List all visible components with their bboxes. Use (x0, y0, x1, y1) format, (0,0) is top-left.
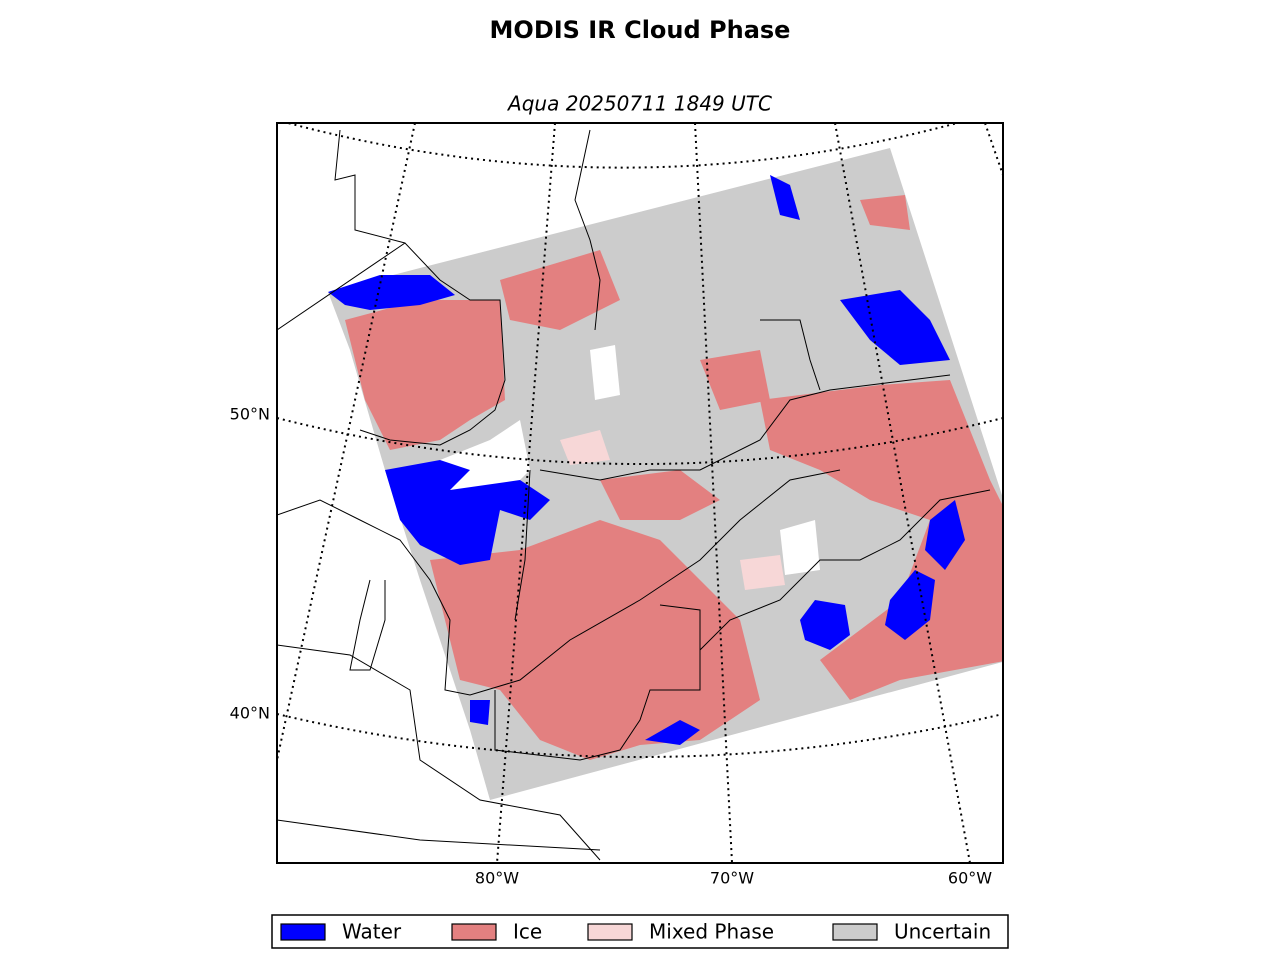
lon-label: 70°W (710, 869, 754, 888)
legend-label: Mixed Phase (649, 920, 774, 944)
ice-regions (345, 195, 1003, 760)
legend-label: Water (342, 920, 402, 944)
subtitle: Aqua 20250711 1849 UTC (506, 92, 772, 116)
legend-label: Uncertain (894, 920, 991, 944)
lon-label: 80°W (475, 869, 519, 888)
lat-label: 50°N (230, 405, 270, 424)
clear-areas (440, 345, 820, 575)
water-regions (328, 175, 965, 745)
map-frame (276, 122, 1004, 864)
legend-swatch (587, 923, 633, 941)
legend-box (271, 914, 1009, 949)
legend-swatch (280, 923, 326, 941)
map-area (277, 123, 1003, 863)
lat-label: 40°N (230, 704, 270, 723)
legend-label: Ice (513, 920, 542, 944)
legend-swatch (451, 923, 497, 941)
lon-label: 60°W (948, 869, 992, 888)
legend-swatch (832, 923, 878, 941)
graticule (277, 123, 1003, 863)
legend: Water Ice Mixed Phase Uncertain (271, 914, 1009, 949)
coastlines (277, 129, 991, 861)
mixed-phase-regions (560, 430, 785, 590)
title: MODIS IR Cloud Phase (490, 16, 791, 44)
